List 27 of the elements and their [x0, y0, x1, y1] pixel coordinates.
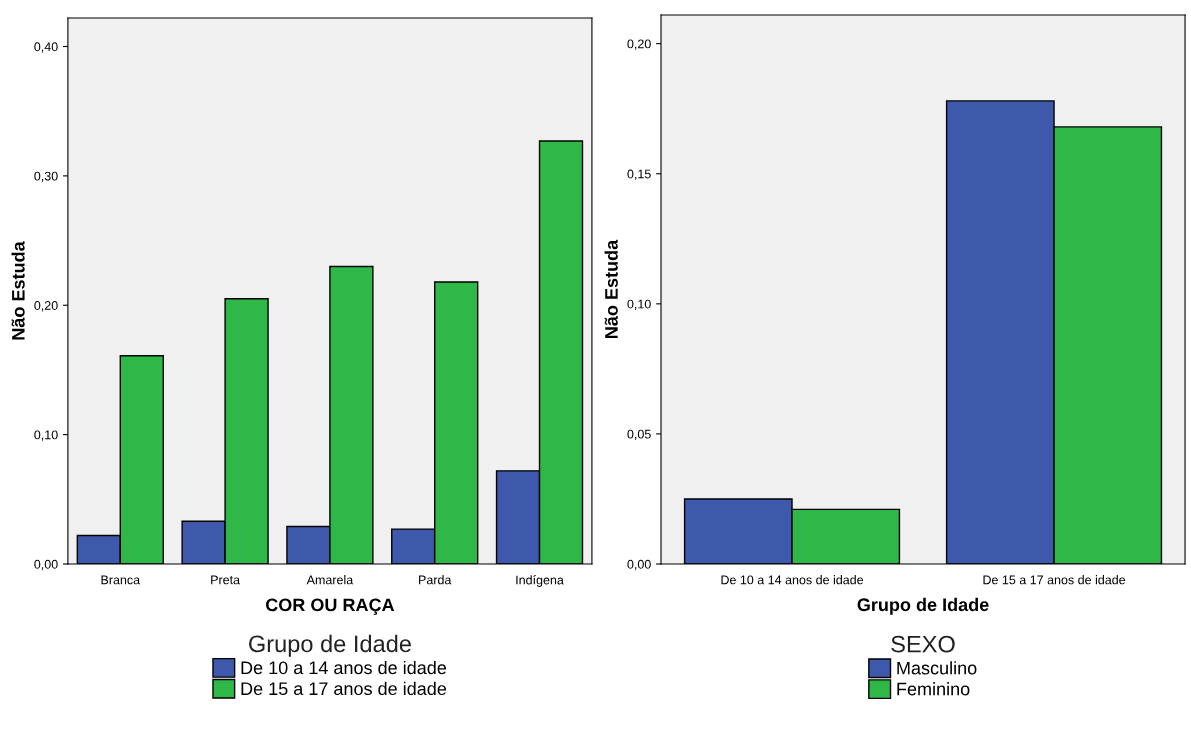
y-tick-label: 0,00	[627, 559, 651, 571]
y-tick-label: 0,05	[627, 429, 651, 441]
y-tick-label: 0,10	[627, 299, 651, 310]
legend-label: De 15 a 17 anos de idade	[241, 681, 447, 696]
x-tick-label: Branca	[101, 575, 141, 585]
y-tick-label: 0,30	[34, 171, 58, 183]
legend-title: SEXO	[891, 635, 955, 653]
legend-label: De 10 a 14 anos de idade	[241, 660, 447, 675]
y-axis-title: Não Estuda	[604, 239, 618, 338]
x-tick-label: Preta	[211, 575, 241, 585]
x-tick-label: De 15 a 17 anos de idade	[983, 575, 1126, 585]
y-tick-label: 0,00	[34, 559, 58, 571]
x-axis-title: Grupo de Idade	[857, 597, 989, 615]
y-axis-title: Não Estuda	[11, 241, 25, 340]
y-tick-label: 0,20	[627, 39, 651, 50]
legend-title: Grupo de Idade	[249, 634, 411, 657]
x-tick-label: Parda	[419, 575, 452, 585]
legend-label: Masculino	[897, 661, 977, 675]
x-tick-label: Amarela	[306, 575, 354, 585]
x-tick-label: Indígena	[516, 575, 564, 587]
x-axis-title: COR OU RAÇA	[265, 598, 395, 615]
x-tick-label: De 10 a 14 anos de idade	[721, 575, 864, 585]
y-tick-label: 0,15	[627, 169, 651, 180]
y-tick-label: 0,10	[34, 430, 58, 441]
legend-label: Feminino	[897, 682, 970, 696]
y-tick-label: 0,40	[34, 42, 58, 53]
y-tick-label: 0,20	[34, 301, 58, 312]
